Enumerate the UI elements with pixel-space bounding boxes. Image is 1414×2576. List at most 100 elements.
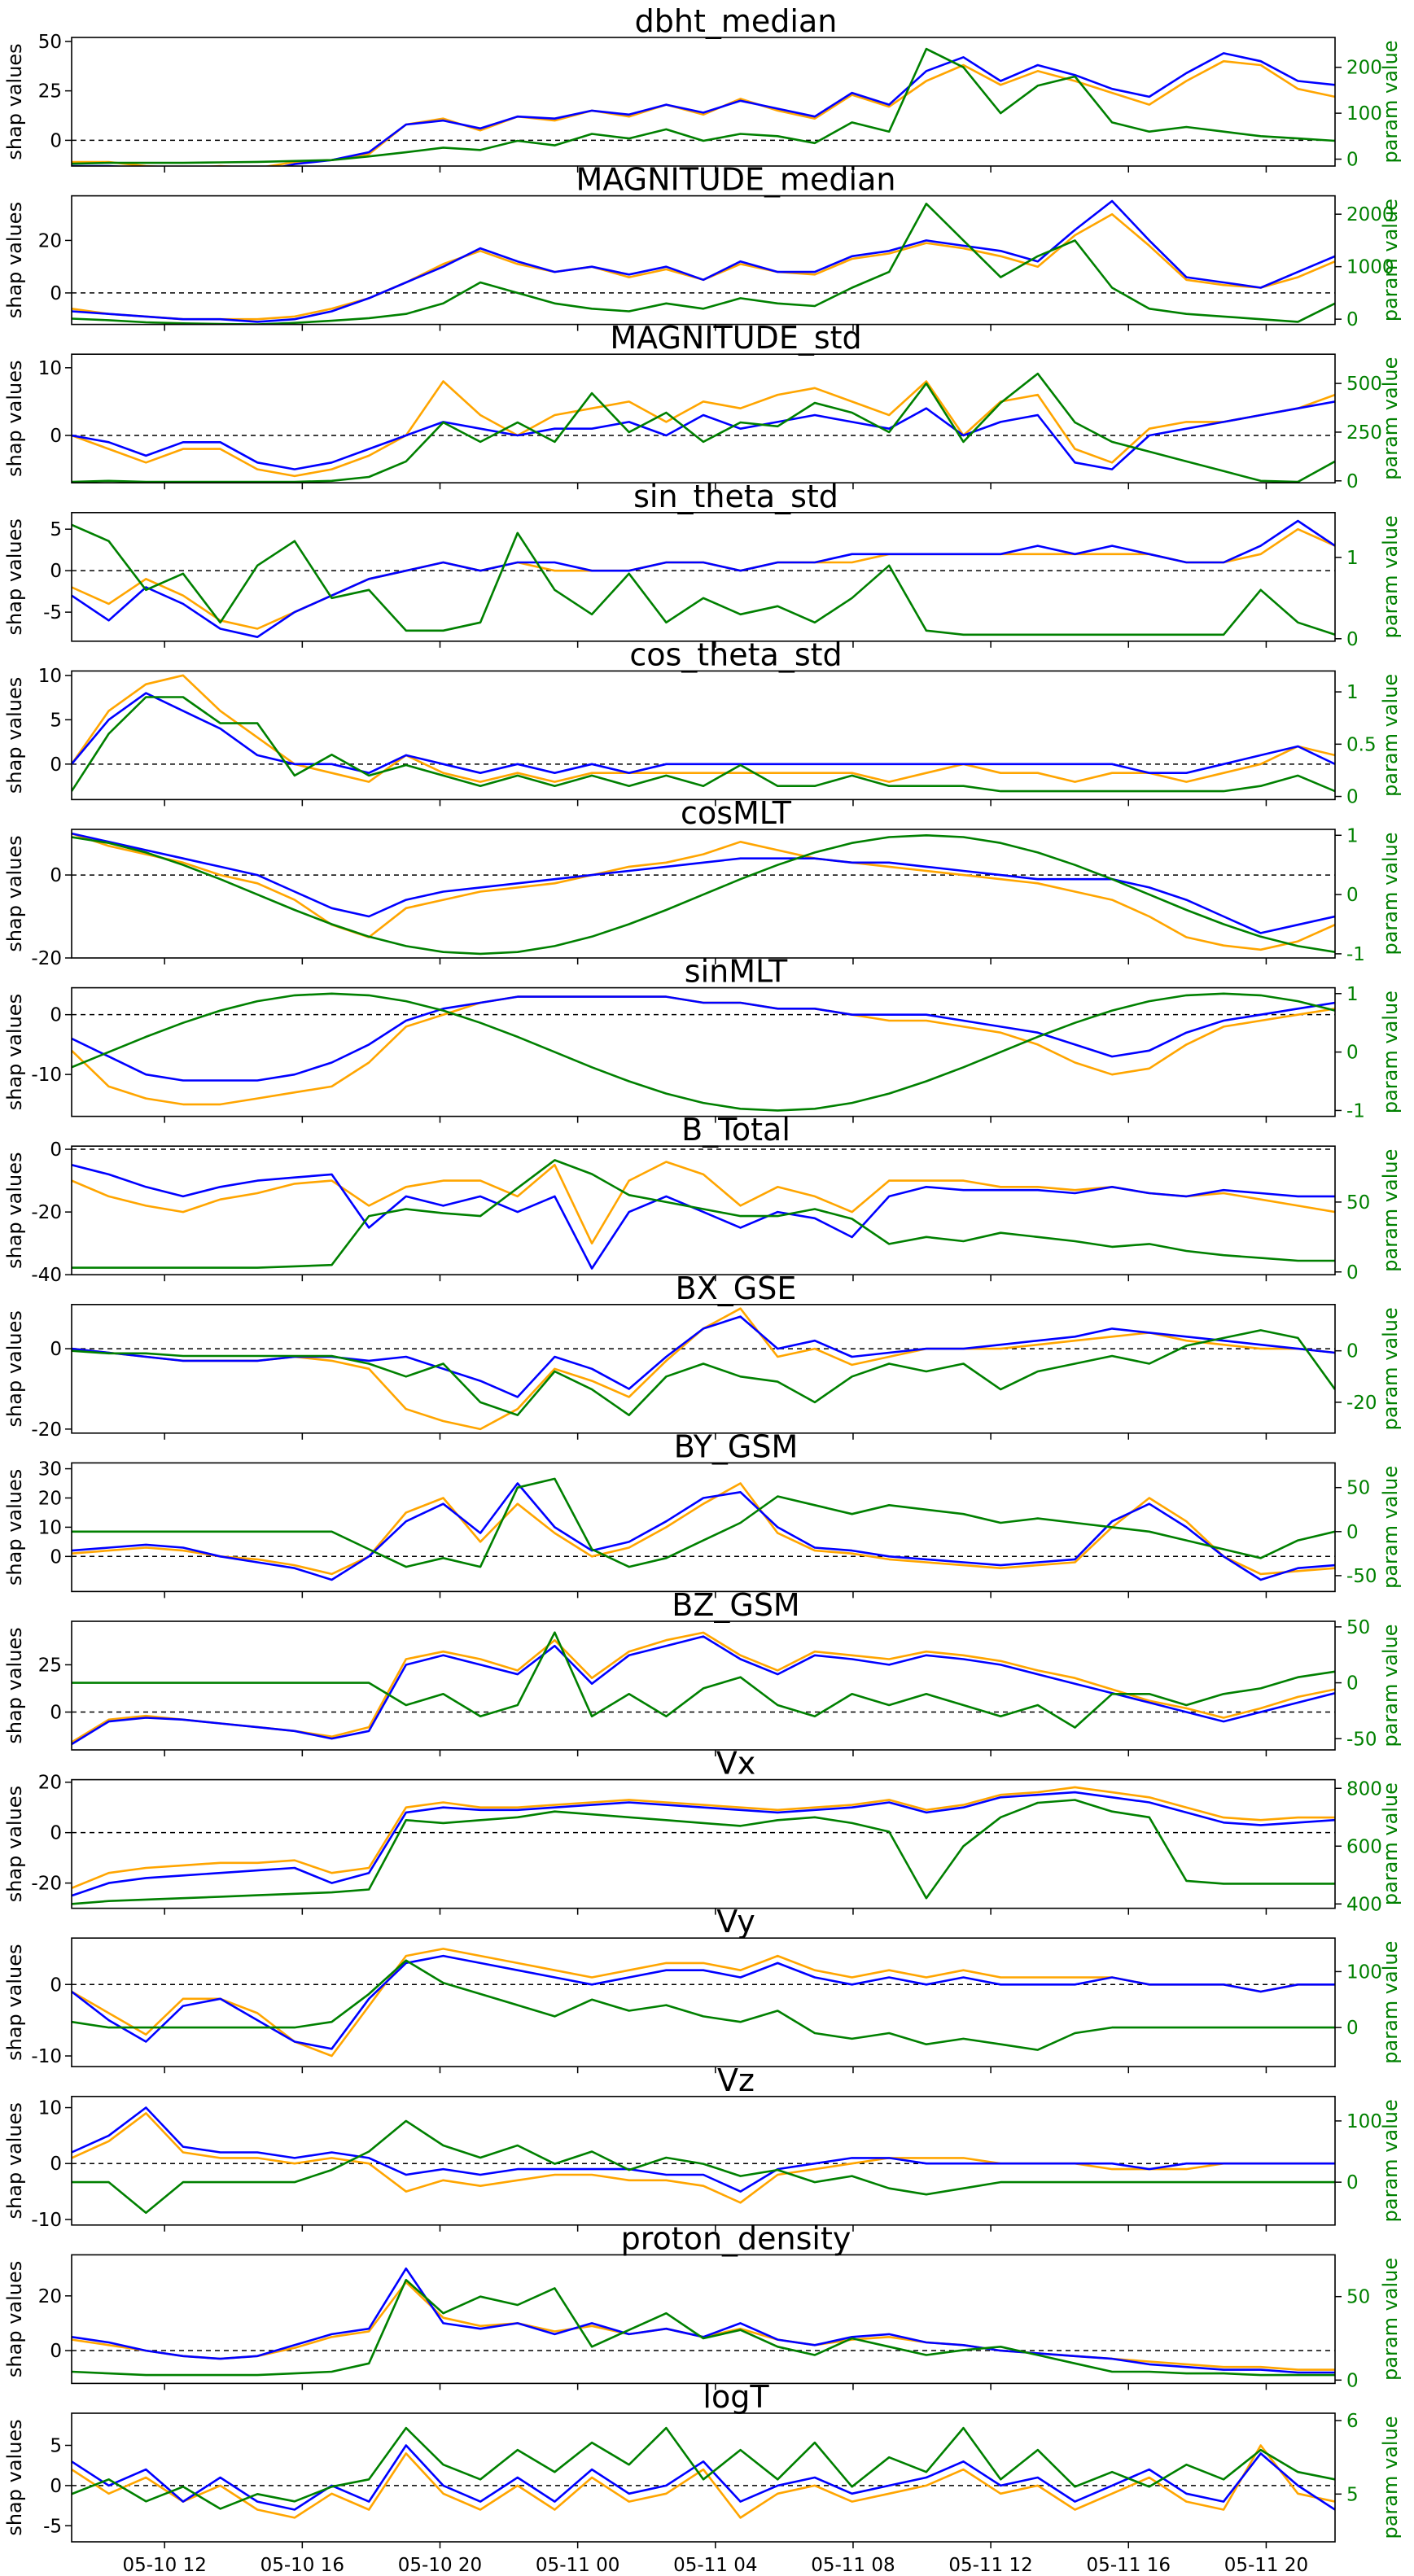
y-tick-label: -5: [43, 2516, 62, 2537]
y-axis-label: shap values: [3, 43, 26, 160]
x-tick-label: 05-10 16: [260, 2555, 344, 2576]
x-tick-label: 05-11 04: [673, 2555, 757, 2576]
y-tick-label: 0: [50, 1546, 62, 1568]
x-tick-label: 05-11 00: [536, 2555, 619, 2576]
y-tick-label: -5: [43, 602, 62, 623]
y-right-tick-label: 50: [1346, 1478, 1370, 1499]
x-tick-label: 05-10 12: [122, 2555, 206, 2576]
param-line-green: [72, 523, 1335, 636]
y-right-tick-label: 0: [1346, 2018, 1359, 2039]
y-tick-label: 0: [50, 754, 62, 776]
y-axis-label: shap values: [3, 1152, 26, 1269]
panel-title: MAGNITUDE_std: [610, 320, 861, 356]
y-tick-label: 0: [50, 2341, 62, 2362]
y-tick-label: 50: [38, 32, 62, 53]
y-right-tick-label: 0: [1346, 629, 1359, 650]
y-right-tick-label: 0: [1346, 471, 1359, 492]
y-axis-label: shap values: [3, 1469, 26, 1585]
y-axis-label: shap values: [3, 1627, 26, 1743]
y-tick-label: 5: [50, 2436, 62, 2457]
panel-frame: [71, 1462, 1336, 1593]
panel-title: logT: [703, 2379, 769, 2415]
panel-title: BZ_GSM: [672, 1587, 799, 1623]
series-line-blue: [72, 692, 1335, 775]
y-right-axis-label: param value: [1379, 1149, 1402, 1272]
y-tick-label: 0: [50, 1339, 62, 1360]
x-tick-label: 05-10 20: [398, 2555, 482, 2576]
panel-frame: [71, 195, 1336, 326]
y-axis-label: shap values: [3, 1310, 26, 1427]
param-line-green: [72, 372, 1335, 483]
panel-frame: [71, 829, 1336, 959]
y-tick-label: -10: [31, 2210, 62, 2231]
y-tick-label: 0: [50, 1139, 62, 1161]
series-line-blue: [72, 995, 1335, 1082]
y-tick-label: 0: [50, 130, 62, 151]
y-right-tick-label: -50: [1346, 1566, 1377, 1587]
param-line-green: [72, 47, 1335, 165]
panel-dbht-median: dbht_median 0 25 50 0 100 200 shap values param …: [3, 3, 1402, 173]
y-right-axis-label: param value: [1379, 991, 1402, 1113]
y-right-tick-label: 1000: [1346, 257, 1394, 278]
series-line-blue: [72, 519, 1335, 639]
panel-title: sinMLT: [685, 954, 788, 990]
y-axis-label: shap values: [3, 2261, 26, 2377]
param-line-green: [72, 203, 1335, 325]
x-tick-label: 05-11 08: [811, 2555, 895, 2576]
param-line-green: [72, 2426, 1335, 2510]
panel-frame: [71, 2254, 1336, 2385]
param-line-green: [72, 1799, 1335, 1905]
y-right-tick-label: 0: [1346, 309, 1359, 330]
series-line-blue: [72, 1482, 1335, 1581]
panel-frame: [71, 2412, 1336, 2543]
y-right-tick-label: 200: [1346, 58, 1382, 79]
series-line-orange: [72, 1948, 1335, 2058]
y-right-tick-label: 50: [1346, 2287, 1370, 2308]
panel-frame: [71, 1304, 1336, 1434]
y-right-tick-label: 5: [1346, 2484, 1359, 2505]
y-axis-label: shap values: [3, 835, 26, 951]
y-tick-label: -10: [31, 1065, 62, 1086]
panel-title: BX_GSE: [676, 1271, 797, 1306]
panel-frame: [71, 1620, 1336, 1751]
y-right-tick-label: 600: [1346, 1836, 1382, 1857]
y-tick-label: 20: [38, 230, 62, 251]
y-right-tick-label: -50: [1346, 1729, 1377, 1750]
series-line-orange: [72, 1161, 1335, 1244]
y-right-tick-label: -1: [1346, 1100, 1365, 1122]
y-right-axis-label: param value: [1379, 40, 1402, 163]
y-tick-label: -40: [31, 1265, 62, 1286]
series-line-orange: [72, 59, 1335, 166]
panel-frame: [71, 1937, 1336, 2067]
panel-magnitude-std: MAGNITUDE_std 0 10 0 250 500 shap values param …: [3, 320, 1402, 492]
y-tick-label: 25: [38, 81, 62, 103]
y-right-tick-label: 0: [1346, 1341, 1359, 1362]
param-line-green: [72, 1329, 1335, 1416]
series-line-blue: [72, 1315, 1335, 1398]
panel-title: sin_theta_std: [633, 479, 838, 514]
panel-cos-theta-std: cos_theta_std 0 5 10 0 0.5 1 shap values param v…: [3, 636, 1402, 807]
panel-title: dbht_median: [635, 3, 838, 39]
y-axis-label: shap values: [3, 361, 26, 477]
panel-cosmlt: cosMLT -20 0 -1 0 1 shap values param value: [3, 795, 1402, 969]
y-tick-label: 0: [50, 1975, 62, 1996]
panel-by-gsm: BY_GSM 0 10 20 30 -50 0 50 shap values param valu…: [3, 1428, 1402, 1599]
y-axis-label: shap values: [3, 2419, 26, 2535]
param-line-green: [72, 1631, 1335, 1729]
y-tick-label: 10: [38, 666, 62, 687]
y-right-tick-label: 0.5: [1346, 734, 1377, 755]
y-right-axis-label: param value: [1379, 1941, 1402, 2064]
y-right-tick-label: -1: [1346, 944, 1365, 965]
x-tick-label: 05-11 20: [1224, 2555, 1308, 2576]
y-right-tick-label: 1: [1346, 682, 1359, 703]
y-right-tick-label: 50: [1346, 1192, 1370, 1214]
series-line-blue: [72, 400, 1335, 470]
y-tick-label: 0: [50, 1703, 62, 1724]
y-axis-label: shap values: [3, 518, 26, 635]
y-right-axis-label: param value: [1379, 1782, 1402, 1905]
y-right-axis-label: param value: [1379, 357, 1402, 480]
panel-frame: [71, 670, 1336, 801]
